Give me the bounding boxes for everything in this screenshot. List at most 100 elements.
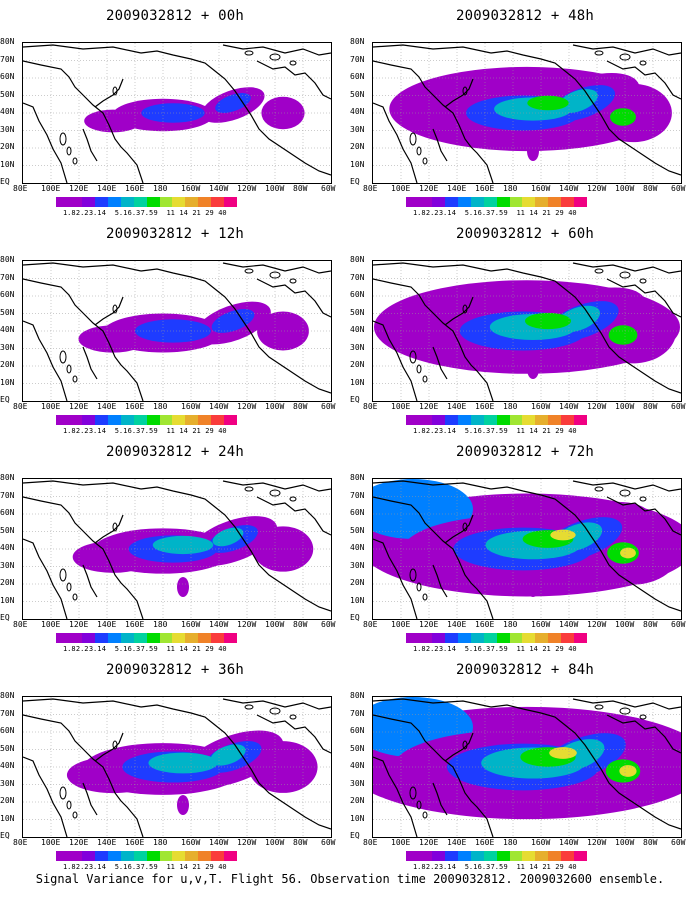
lat-tick-label: 30N bbox=[0, 778, 15, 788]
colorbar-swatch bbox=[107, 633, 121, 643]
colorbar-swatch bbox=[94, 197, 108, 207]
island-outline bbox=[639, 714, 647, 720]
coastline bbox=[23, 60, 144, 183]
coastline bbox=[432, 346, 448, 380]
lat-tick-label: 30N bbox=[0, 124, 15, 134]
colorbar-tick-label: 7.5 bbox=[490, 863, 504, 871]
map-svg bbox=[373, 43, 681, 183]
colorbar-tick-label: 6.3 bbox=[477, 427, 491, 435]
lat-tick-label: 80N bbox=[350, 473, 365, 482]
island-outline bbox=[422, 157, 428, 165]
island-outline bbox=[619, 53, 631, 61]
colorbar-swatch bbox=[406, 415, 419, 425]
colorbar-tick-label: 14 bbox=[179, 863, 188, 871]
lat-tick-label: 70N bbox=[0, 490, 15, 500]
lon-tick-label: 100E bbox=[41, 184, 61, 193]
colorbar-swatch bbox=[198, 415, 212, 425]
panel-title: 2009032812 + 60h bbox=[455, 226, 595, 242]
coastline bbox=[373, 496, 494, 619]
colorbar-tick-label: 21 bbox=[192, 863, 201, 871]
colorbar-swatch bbox=[548, 415, 562, 425]
map-svg bbox=[373, 261, 681, 401]
colorbar-swatch bbox=[470, 851, 484, 861]
panel-title: 2009032812 + 36h bbox=[105, 662, 245, 678]
lat-tick-label: 20N bbox=[0, 796, 15, 805]
lon-tick-label: 100W bbox=[265, 184, 285, 193]
colorbar-tick-label: 7.5 bbox=[490, 209, 504, 217]
lon-tick-label: 120E bbox=[69, 838, 89, 847]
colorbar-tick-label: 40 bbox=[218, 863, 227, 871]
shade-0-3 bbox=[257, 311, 309, 351]
island-outline bbox=[244, 50, 254, 56]
colorbar-swatch bbox=[224, 851, 238, 861]
lat-tick-label: 20N bbox=[350, 796, 365, 805]
island-outline bbox=[594, 704, 604, 710]
colorbar-swatch bbox=[211, 197, 225, 207]
colorbar-swatch bbox=[535, 415, 549, 425]
map-area bbox=[372, 260, 682, 402]
coastline bbox=[373, 60, 494, 183]
coastline bbox=[606, 278, 681, 318]
lon-tick-label: 140E bbox=[97, 620, 117, 629]
colorbar-tick-label: 21 bbox=[542, 645, 551, 653]
coastline bbox=[23, 714, 144, 837]
island-outline bbox=[66, 800, 72, 810]
map-panel-p24: 2009032812 + 24h 80N 70N 60N 50N 40N 30N 20N 10N… bbox=[0, 436, 350, 656]
colorbar-swatch bbox=[211, 633, 225, 643]
island-outline bbox=[269, 271, 281, 279]
island-outline bbox=[409, 132, 417, 146]
colorbar-tick-label: 2.2 bbox=[425, 427, 439, 435]
colorbar-tick-label: 21 bbox=[542, 427, 551, 435]
coastline bbox=[432, 564, 448, 598]
shade-south bbox=[527, 577, 539, 597]
lat-tick-label: 30N bbox=[350, 560, 365, 570]
lon-tick-label: 100E bbox=[391, 838, 411, 847]
coastline bbox=[23, 102, 68, 183]
lat-tick-label: EQ bbox=[350, 395, 360, 404]
lon-tick-label: 180 bbox=[153, 402, 168, 411]
lon-tick-label: 100E bbox=[391, 184, 411, 193]
colorbar-tick-label: 3.1 bbox=[438, 209, 452, 217]
colorbar-swatch bbox=[56, 415, 69, 425]
colorbar-swatch bbox=[561, 851, 575, 861]
coastline bbox=[373, 320, 418, 401]
coastline bbox=[140, 50, 331, 176]
lat-tick-label: 50N bbox=[0, 743, 15, 753]
lat-tick-label: 10N bbox=[350, 595, 365, 605]
colorbar-tick-label: 1.8 bbox=[412, 427, 426, 435]
colorbar-swatch bbox=[444, 415, 458, 425]
island-outline bbox=[639, 496, 647, 502]
lon-tick-label: 140W bbox=[559, 184, 579, 193]
colorbar-tick-label: 9 bbox=[503, 209, 508, 217]
island-outline bbox=[594, 268, 604, 274]
colorbar-tick-label: 1.8 bbox=[62, 645, 76, 653]
colorbar-tick-label: 4 bbox=[451, 863, 456, 871]
colorbar-tick-label: 7.5 bbox=[140, 645, 154, 653]
colorbar-swatch bbox=[133, 197, 147, 207]
colorbar-swatch bbox=[470, 197, 484, 207]
lon-tick-label: 120E bbox=[419, 184, 439, 193]
lat-tick-label: 40N bbox=[0, 325, 15, 334]
colorbar-tick-label: 3.1 bbox=[88, 645, 102, 653]
colorbar-swatch bbox=[457, 851, 471, 861]
lon-tick-label: 120E bbox=[69, 184, 89, 193]
colorbar bbox=[406, 851, 588, 861]
colorbar-swatch bbox=[561, 197, 575, 207]
lat-tick-label: 10N bbox=[0, 813, 15, 823]
colorbar-swatch bbox=[107, 415, 121, 425]
colorbar-swatch bbox=[522, 415, 536, 425]
lon-tick-label: 80W bbox=[293, 402, 308, 411]
colorbar-tick-label: 29 bbox=[555, 209, 564, 217]
colorbar-swatch bbox=[574, 851, 588, 861]
colorbar-tick-label: 14 bbox=[529, 427, 538, 435]
colorbar-tick-label: 21 bbox=[192, 645, 201, 653]
shade-0-1 bbox=[84, 109, 142, 133]
colorbar-swatch bbox=[431, 851, 445, 861]
colorbar-tick-label: 4 bbox=[451, 427, 456, 435]
lon-tick-label: 180 bbox=[153, 184, 168, 193]
lat-tick-label: 80N bbox=[350, 691, 365, 700]
colorbar-swatch bbox=[185, 851, 199, 861]
map-panel-p84: 2009032812 + 84h 80N 70N 60N 50N 40N 30N 20N 10N… bbox=[350, 654, 700, 874]
coastline bbox=[432, 128, 448, 162]
colorbar-tick-label: 1.8 bbox=[412, 863, 426, 871]
